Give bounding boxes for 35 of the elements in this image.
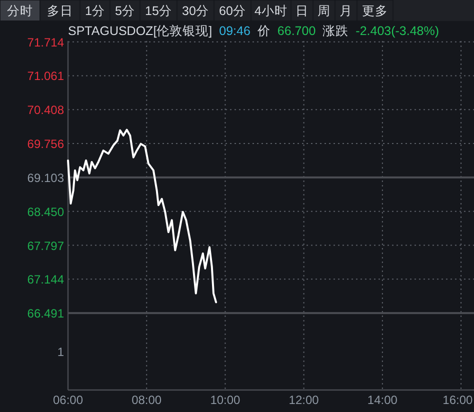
tab: 30分 [176, 0, 214, 22]
text: 09:46 [219, 24, 250, 38]
x-tick-label: 10:00 [210, 393, 241, 407]
tab: 周 [312, 0, 336, 22]
volume-axis-label: 1 [57, 345, 64, 359]
x-tick-label: 06:00 [52, 393, 84, 407]
tab: 更多 [356, 0, 394, 22]
y-tick-label: 69.103 [27, 170, 64, 185]
text: 66.700 [277, 24, 316, 38]
y-tick-label: 70.408 [27, 103, 64, 118]
y-tick-label: 71.061 [27, 69, 64, 84]
y-tick-label: 67.144 [27, 272, 64, 287]
tab: 多日 [40, 0, 80, 22]
text: -2.403(-3.48%) [356, 24, 440, 38]
tab: 1分 [80, 0, 110, 22]
tab: 60分 [214, 0, 252, 22]
y-tick-label: 66.491 [27, 306, 64, 321]
x-tick-label: 16:00 [442, 393, 473, 407]
y-tick-label: 69.756 [27, 137, 64, 152]
tab: 日 [290, 0, 314, 22]
x-tick-label: 14:00 [367, 393, 398, 407]
tab: 15分 [140, 0, 178, 22]
text: 价 [256, 24, 270, 38]
y-tick-label: 68.450 [27, 204, 64, 219]
tab: 月 [334, 0, 358, 22]
x-tick-label: 12:00 [288, 393, 320, 407]
text: 涨跌 [322, 24, 349, 38]
y-tick-label: 67.797 [27, 238, 64, 253]
tab: 5分 [110, 0, 140, 22]
chart-title: SPTAGUSDOZ[伦敦银现] [68, 24, 212, 38]
tab: 4小时 [250, 0, 292, 22]
x-tick-label: 08:00 [132, 393, 162, 407]
line-series [67, 128, 218, 304]
y-tick-label: 71.714 [27, 35, 64, 50]
tab: 分时 [0, 0, 40, 22]
